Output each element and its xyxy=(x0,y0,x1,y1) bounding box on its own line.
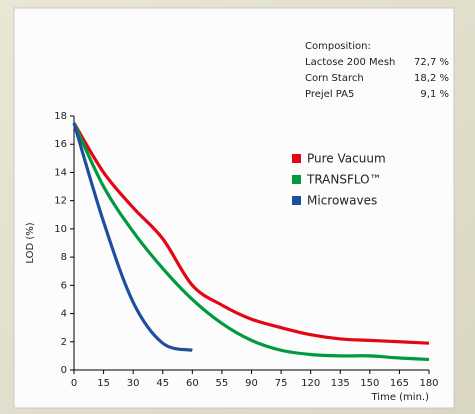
x-tick-label: 30 xyxy=(127,378,140,389)
x-tick-label: 165 xyxy=(390,378,409,389)
legend-label: Pure Vacuum xyxy=(307,152,386,166)
y-tick-label: 14 xyxy=(54,167,67,178)
y-axis-label: LOD (%) xyxy=(25,222,36,263)
y-tick-label: 10 xyxy=(54,224,67,235)
x-tick-label: 60 xyxy=(186,378,199,389)
legend-swatch xyxy=(292,196,301,205)
panel xyxy=(13,7,455,409)
annotation-value: 72,7 % xyxy=(414,57,449,68)
annotation-label: Lactose 200 Mesh xyxy=(305,57,395,68)
y-tick-label: 18 xyxy=(54,111,67,122)
legend-swatch xyxy=(292,175,301,184)
x-tick-label: 75 xyxy=(275,378,288,389)
x-axis-label: Time (min.) xyxy=(371,392,430,403)
x-tick-label: 55 xyxy=(216,378,229,389)
legend-label: TRANSFLO™ xyxy=(306,173,382,187)
x-tick-label: 150 xyxy=(360,378,379,389)
y-tick-label: 2 xyxy=(61,337,67,348)
annotation-title: Composition: xyxy=(305,41,371,52)
legend-swatch xyxy=(292,154,301,163)
x-tick-label: 90 xyxy=(245,378,258,389)
line xyxy=(72,122,430,362)
annotation-value: 9,1 % xyxy=(420,89,449,100)
x-tick-label: 45 xyxy=(156,378,169,389)
y-tick-label: 8 xyxy=(61,252,67,263)
x-tick-label: 120 xyxy=(301,378,320,389)
line xyxy=(72,122,430,345)
y-tick-label: 6 xyxy=(61,280,67,291)
x-tick-label: 180 xyxy=(419,378,438,389)
x-tick-label: 0 xyxy=(71,378,77,389)
x-tick-label: 15 xyxy=(97,378,110,389)
y-tick-label: 12 xyxy=(54,196,67,207)
y-tick-label: 0 xyxy=(61,365,67,376)
annotation-value: 18,2 % xyxy=(414,73,449,84)
y-tick-label: 4 xyxy=(61,309,67,320)
line xyxy=(72,122,193,352)
y-tick-label: 16 xyxy=(54,139,67,150)
x-tick-label: 135 xyxy=(331,378,350,389)
legend-label: Microwaves xyxy=(307,194,377,208)
annotation-label: Prejel PA5 xyxy=(305,89,354,100)
annotation-label: Corn Starch xyxy=(305,73,364,84)
